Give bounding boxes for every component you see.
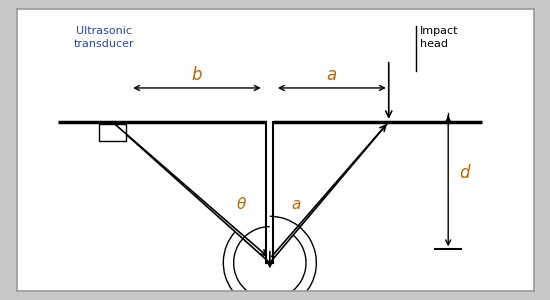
Text: Impact
head: Impact head (420, 26, 458, 49)
Text: Ultrasonic
transducer: Ultrasonic transducer (74, 26, 135, 49)
Text: $a$: $a$ (290, 197, 301, 212)
Text: $\theta$: $\theta$ (236, 196, 247, 211)
Text: $a$: $a$ (326, 66, 337, 84)
FancyBboxPatch shape (98, 124, 125, 141)
Text: $d$: $d$ (459, 164, 471, 181)
Text: $b$: $b$ (191, 66, 203, 84)
